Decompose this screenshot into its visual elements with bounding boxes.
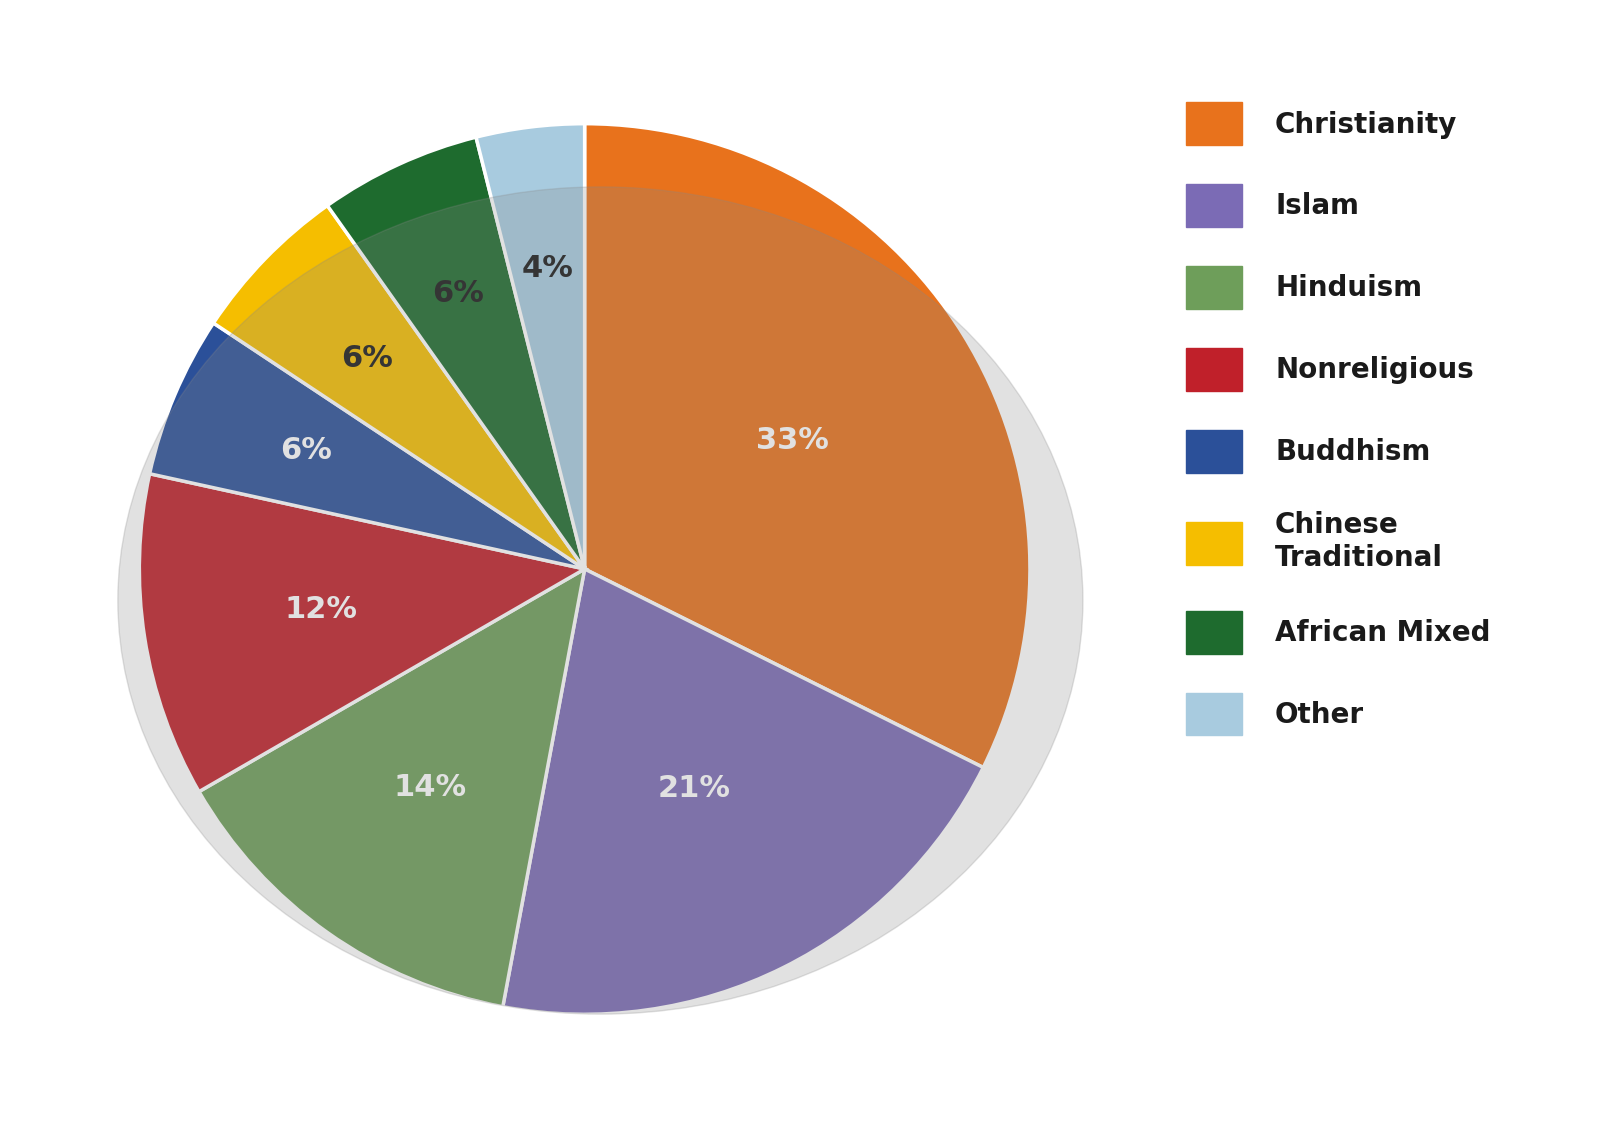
Text: 6%: 6% xyxy=(279,437,331,465)
Text: 14%: 14% xyxy=(393,773,466,801)
Wedge shape xyxy=(213,206,584,569)
Text: 6%: 6% xyxy=(341,344,393,373)
Wedge shape xyxy=(140,473,584,792)
Wedge shape xyxy=(476,124,584,569)
Wedge shape xyxy=(200,569,584,1007)
Wedge shape xyxy=(328,138,584,569)
Text: 4%: 4% xyxy=(521,254,573,283)
Text: 33%: 33% xyxy=(756,426,829,454)
Wedge shape xyxy=(149,323,584,569)
Wedge shape xyxy=(584,124,1029,767)
Legend: Christianity, Islam, Hinduism, Nonreligious, Buddhism, Chinese
Traditional, Afri: Christianity, Islam, Hinduism, Nonreligi… xyxy=(1175,91,1501,747)
Text: 21%: 21% xyxy=(657,774,730,802)
Text: 12%: 12% xyxy=(284,595,357,625)
Ellipse shape xyxy=(118,187,1083,1014)
Text: 6%: 6% xyxy=(432,280,484,308)
Wedge shape xyxy=(503,569,982,1014)
